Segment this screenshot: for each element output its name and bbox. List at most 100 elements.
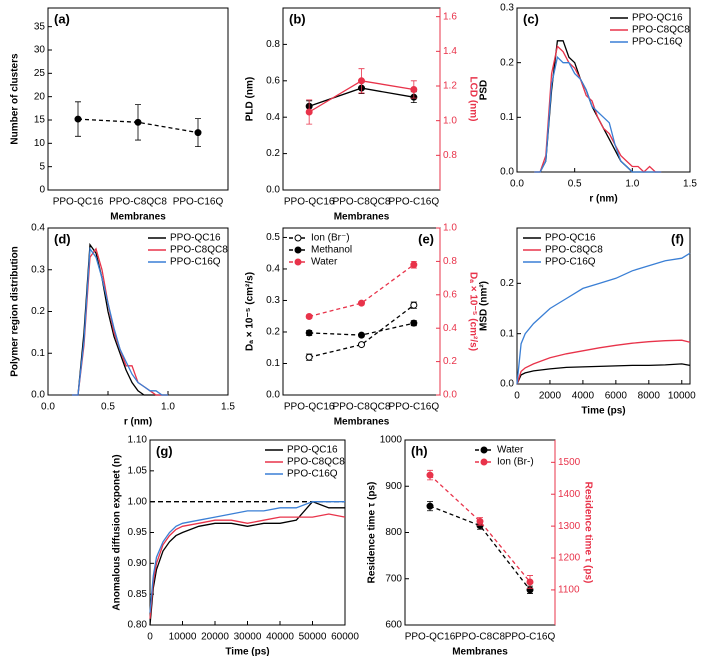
- y-tick-label: 5: [39, 161, 45, 172]
- legend-label: PPO-C16Q: [632, 37, 683, 48]
- panel-label: (e): [418, 231, 434, 246]
- x-tick-label: PPO-C8QC8: [333, 402, 391, 413]
- y-tick-label: 10: [34, 138, 46, 149]
- series-line: [72, 247, 168, 396]
- data-point: [358, 77, 365, 85]
- y2-tick-label: 0.6: [443, 289, 457, 300]
- legend-label: PPO-C16Q: [170, 257, 221, 268]
- x-tick-label: 0.0: [510, 179, 524, 190]
- x-tick-label: 20000: [201, 632, 229, 643]
- series-line: [516, 252, 691, 385]
- y2-tick-label: 1.0: [443, 223, 457, 234]
- legend-label: PPO-C16Q: [545, 257, 596, 268]
- x-tick-label: PPO-C16Q: [389, 197, 440, 208]
- plot-frame: [47, 7, 229, 191]
- plot-frame: [282, 227, 441, 396]
- x-tick-label: 4000: [572, 391, 595, 402]
- y2-tick-label: 0.8: [443, 256, 457, 267]
- legend-label: PPO-C8QC8: [170, 245, 228, 256]
- y-tick-label: 25: [34, 68, 46, 79]
- x-axis-label: Membranes: [452, 647, 508, 656]
- series-line: [149, 500, 345, 626]
- x-axis-label: Membranes: [110, 212, 166, 223]
- y-tick-label: 0.2: [266, 327, 280, 338]
- data-point: [476, 517, 484, 525]
- legend-label: PPO-QC16: [632, 13, 683, 24]
- panel-label: (f): [671, 231, 684, 246]
- data-point: [134, 118, 142, 126]
- panel-label: (c): [523, 11, 539, 26]
- panel-label: (g): [156, 443, 173, 458]
- x-tick-label: 30000: [234, 632, 262, 643]
- legend-marker: [294, 234, 302, 242]
- y2-axis-label: Dₐ × 10⁻⁵ (cm²/s): [467, 272, 478, 351]
- y-tick-label: 20: [34, 91, 46, 102]
- y-tick-label: 0.8: [266, 39, 280, 50]
- y-tick-label: 15: [34, 115, 46, 126]
- legend-label: Methanol: [311, 245, 352, 256]
- y-axis-label: Number of clusters: [10, 53, 21, 145]
- y2-tick-label: 1.2: [443, 81, 457, 92]
- series-line: [429, 474, 531, 583]
- data-point: [358, 331, 365, 339]
- x-axis-label: Time (ps): [225, 647, 269, 656]
- x-tick-label: 10000: [668, 391, 696, 402]
- y-tick-label: 0.4: [31, 223, 45, 234]
- legend-marker: [480, 446, 488, 454]
- y2-tick-label: 1200: [558, 553, 581, 564]
- legend-label: PPO-C8QC8: [287, 457, 345, 468]
- x-tick-label: 2000: [539, 391, 562, 402]
- y-tick-label: 0.0: [31, 390, 45, 401]
- y2-tick-label: 0.4: [443, 323, 457, 334]
- x-tick-label: 0: [147, 632, 153, 643]
- plot-frame: [516, 7, 691, 173]
- x-tick-label: 0.0: [41, 402, 55, 413]
- data-point: [358, 299, 365, 307]
- x-tick-label: 1.0: [625, 179, 639, 190]
- data-point: [426, 502, 434, 510]
- x-tick-label: 10000: [169, 632, 197, 643]
- panel-label: (h): [411, 443, 428, 458]
- data-point: [410, 301, 418, 309]
- series-line: [309, 264, 415, 318]
- data-point: [305, 313, 313, 321]
- y2-tick-label: 0.8: [443, 150, 457, 161]
- x-tick-label: PPO-QC16: [53, 197, 104, 208]
- x-tick-label: 0.5: [101, 402, 115, 413]
- y-tick-label: 900: [385, 481, 402, 492]
- x-tick-label: 0: [514, 391, 520, 402]
- y2-tick-label: 1300: [558, 521, 581, 532]
- legend-label: PPO-QC16: [287, 445, 338, 456]
- y-tick-label: 1.00: [128, 496, 148, 507]
- y-tick-label: 600: [385, 620, 402, 631]
- series-line: [516, 363, 691, 385]
- data-point: [194, 129, 202, 137]
- plot-frame: [404, 439, 556, 626]
- y-axis-label: Anomalous diffusion exponet (n): [112, 454, 123, 610]
- y-tick-label: 800: [385, 527, 402, 538]
- y-tick-label: 0.80: [128, 620, 148, 631]
- data-point: [410, 319, 418, 327]
- x-tick-label: 8000: [638, 391, 661, 402]
- y-axis-label: Polymer region distribution: [10, 246, 21, 377]
- legend-label: PPO-C8QC8: [632, 25, 690, 36]
- legend-marker: [294, 246, 302, 254]
- series-line: [149, 501, 345, 613]
- x-tick-label: 40000: [266, 632, 294, 643]
- x-tick-label: PPO-C16Q: [505, 632, 556, 643]
- y-tick-label: 0.0: [266, 185, 280, 196]
- data-point: [74, 115, 82, 123]
- x-tick-label: PPO-C16Q: [173, 197, 224, 208]
- y-axis-label: Dₐ × 10⁻⁵ (cm²/s): [245, 272, 256, 351]
- y-axis-label: MSD (nm²): [479, 281, 490, 331]
- x-tick-label: 6000: [605, 391, 628, 402]
- series-line: [72, 247, 168, 396]
- y2-tick-label: 1500: [558, 457, 581, 468]
- y-tick-label: 0.2: [31, 306, 45, 317]
- data-point: [305, 329, 313, 337]
- y-tick-label: 0.0: [500, 167, 514, 178]
- x-tick-label: 1.0: [161, 402, 175, 413]
- series-line: [534, 40, 662, 173]
